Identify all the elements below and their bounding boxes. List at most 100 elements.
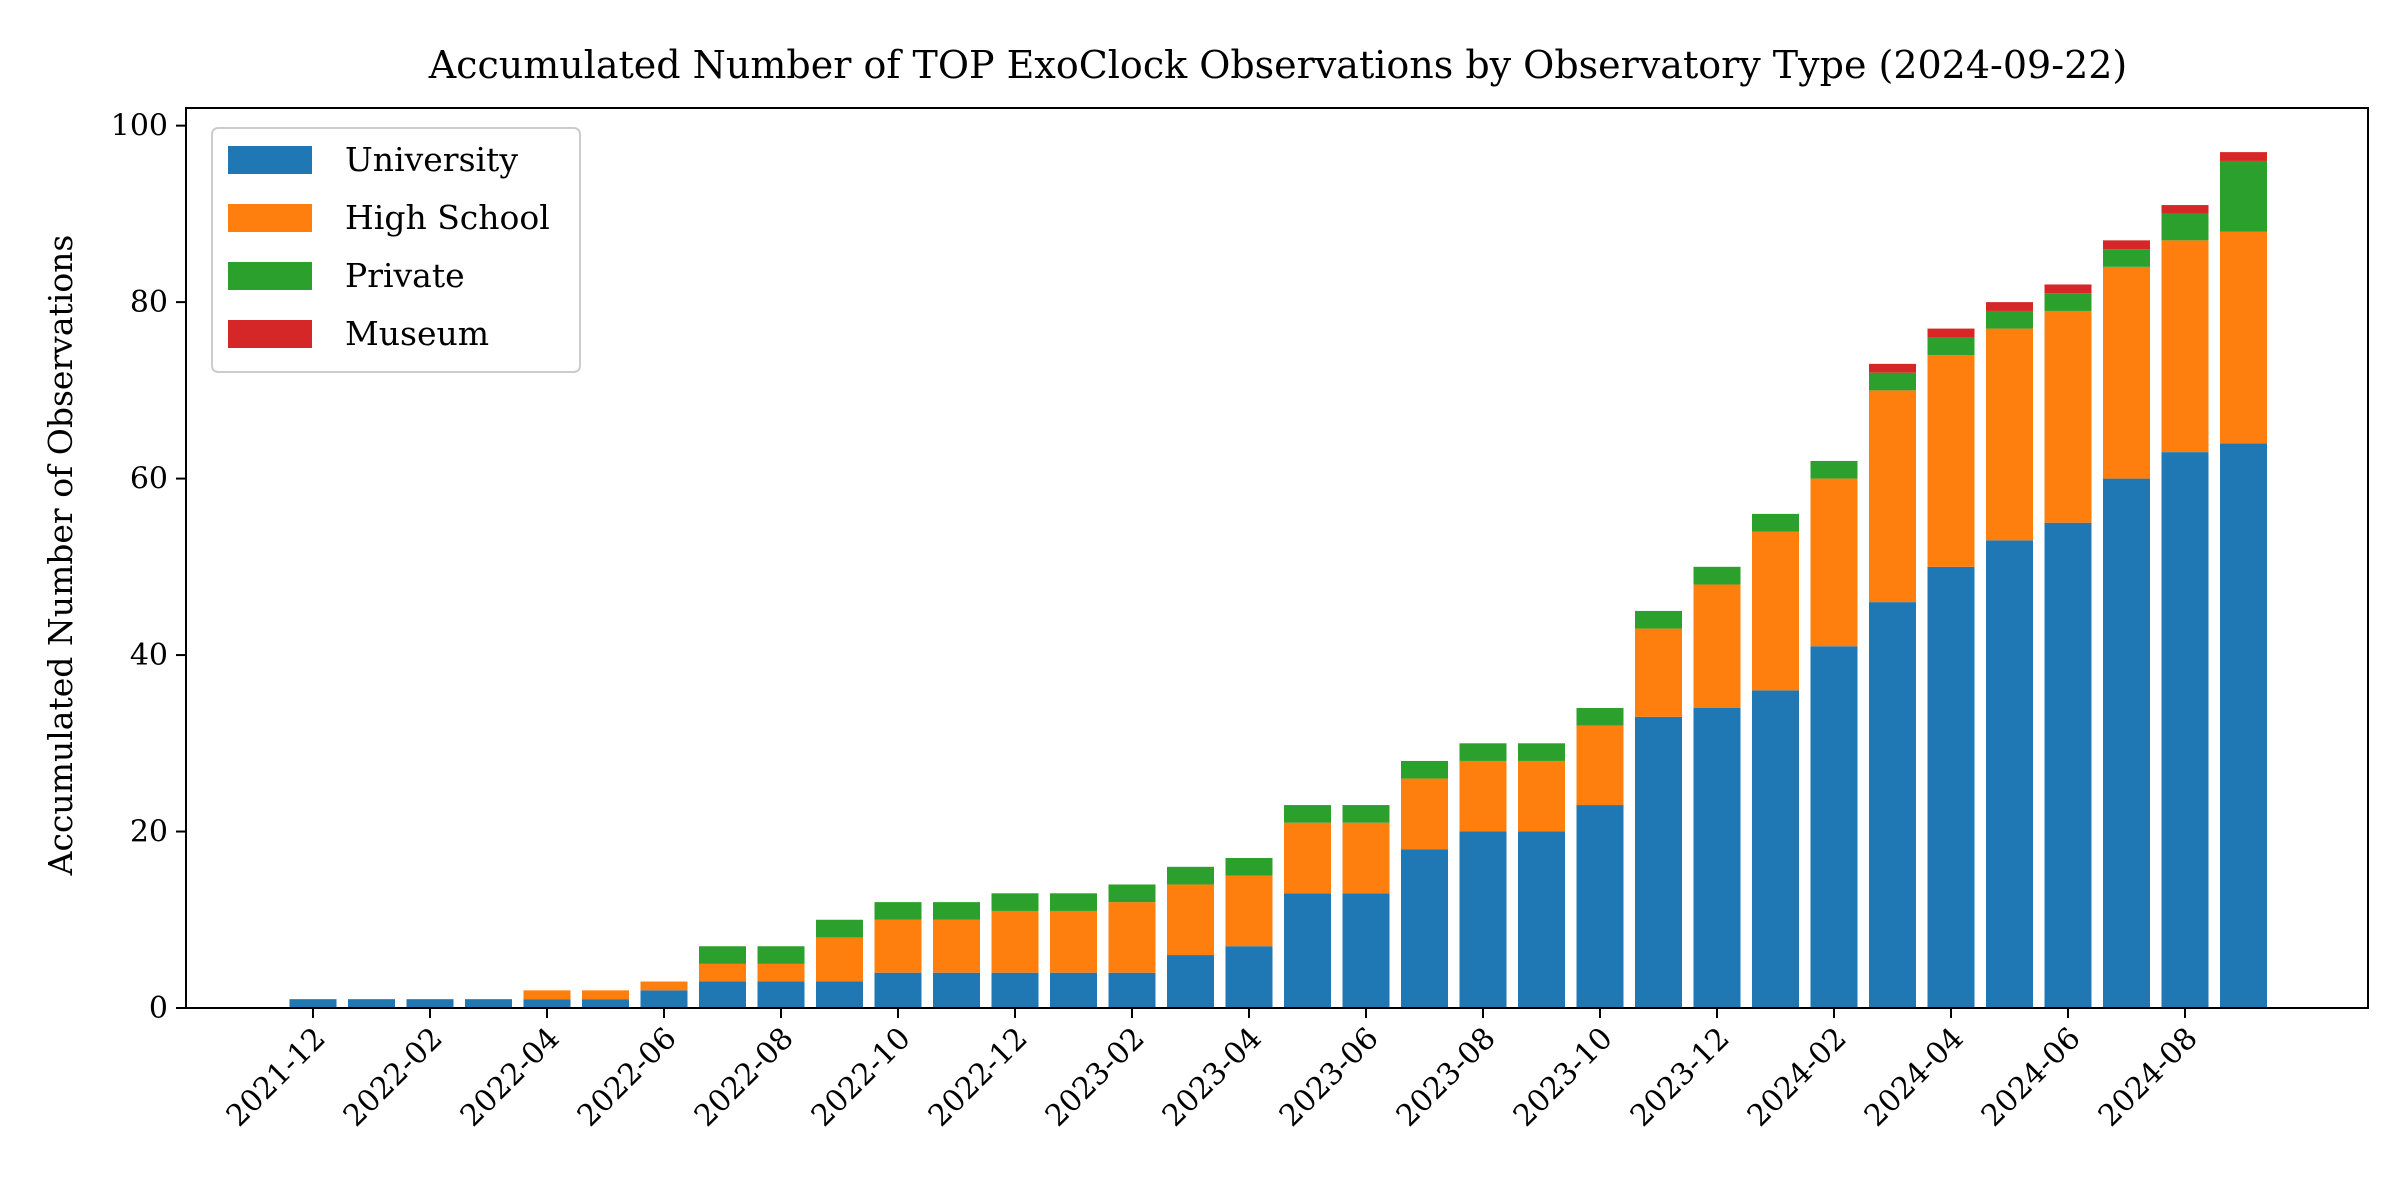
bar-private-2024-07 <box>2103 249 2150 267</box>
bar-private-2023-10 <box>1576 708 1624 726</box>
bar-private-2024-08 <box>2161 213 2209 241</box>
bar-private-2024-06 <box>2044 293 2092 311</box>
bar-high-school-2023-03 <box>1167 884 1214 956</box>
bar-university-2023-05 <box>1284 893 1331 1008</box>
bar-university-2022-11 <box>933 972 980 1008</box>
bar-university-2022-05 <box>582 999 629 1008</box>
bar-private-2023-11 <box>1635 610 1682 629</box>
bar-high-school-2022-04 <box>523 990 571 1000</box>
bar-high-school-2024-07 <box>2103 266 2150 479</box>
bar-high-school-2024-06 <box>2044 310 2092 523</box>
bar-high-school-2022-09 <box>816 937 863 982</box>
bar-university-2023-04 <box>1225 946 1273 1008</box>
legend-label-museum: Museum <box>345 314 489 353</box>
bar-high-school-2023-06 <box>1342 822 1390 894</box>
bar-private-2024-05 <box>1986 310 2033 329</box>
bar-university-2024-03 <box>1869 602 1916 1008</box>
bar-university-2024-01 <box>1752 690 1799 1008</box>
bar-private-2023-12 <box>1693 566 1741 585</box>
x-tick-label: 2023-02 <box>1039 1021 1152 1134</box>
bar-university-2024-04 <box>1927 566 1975 1008</box>
bar-private-2022-09 <box>816 919 863 938</box>
bar-university-2022-09 <box>816 981 863 1008</box>
bar-private-2022-08 <box>757 946 805 964</box>
bar-university-2023-01 <box>1050 972 1097 1008</box>
bar-university-2023-08 <box>1459 831 1507 1008</box>
bar-private-2022-11 <box>933 902 980 920</box>
bar-high-school-2023-08 <box>1459 760 1507 832</box>
legend-label-university: University <box>345 140 518 179</box>
bar-university-2024-05 <box>1986 540 2033 1008</box>
legend-label-private: Private <box>345 256 465 295</box>
bar-private-2022-12 <box>991 893 1039 911</box>
bar-university-2024-06 <box>2044 522 2092 1008</box>
bar-university-2023-07 <box>1401 849 1448 1008</box>
x-tick-label: 2023-04 <box>1156 1021 1269 1134</box>
y-tick-label: 20 <box>130 815 168 850</box>
bar-private-2023-08 <box>1459 743 1507 761</box>
bar-private-2024-01 <box>1752 513 1799 532</box>
x-tick-label: 2022-02 <box>337 1021 450 1134</box>
bar-high-school-2022-11 <box>933 919 980 973</box>
bar-private-2024-09 <box>2220 160 2267 232</box>
bar-university-2022-06 <box>640 990 688 1008</box>
bar-university-2023-02 <box>1108 972 1156 1008</box>
x-tick-label: 2024-02 <box>1741 1021 1854 1134</box>
bar-private-2023-02 <box>1108 884 1156 903</box>
y-tick-label: 100 <box>111 109 168 144</box>
bar-high-school-2023-10 <box>1576 725 1624 806</box>
bar-private-2023-01 <box>1050 893 1097 911</box>
bar-high-school-2022-08 <box>757 963 805 982</box>
bar-university-2023-10 <box>1576 805 1624 1008</box>
bar-high-school-2024-01 <box>1752 531 1799 691</box>
x-tick-label: 2021-12 <box>220 1021 333 1134</box>
bar-high-school-2024-03 <box>1869 390 1916 603</box>
y-axis-title: Accumulated Number of Observations <box>41 235 80 877</box>
x-tick-label: 2023-10 <box>1507 1021 1620 1134</box>
legend: University High School Private Museum <box>211 127 581 373</box>
bar-high-school-2024-05 <box>1986 328 2033 541</box>
bar-university-2023-03 <box>1167 955 1214 1008</box>
bar-private-2022-10 <box>874 902 922 920</box>
bar-university-2022-04 <box>523 999 571 1008</box>
x-tick-label: 2022-04 <box>454 1021 567 1134</box>
bar-high-school-2023-02 <box>1108 902 1156 973</box>
x-tick-label: 2023-06 <box>1273 1021 1386 1134</box>
y-tick-label: 80 <box>130 285 168 320</box>
x-tick-label: 2024-04 <box>1858 1021 1971 1134</box>
bar-university-2022-12 <box>991 972 1039 1008</box>
bar-private-2024-02 <box>1810 460 1858 479</box>
bar-high-school-2023-09 <box>1518 760 1565 832</box>
x-tick-label: 2022-06 <box>571 1021 684 1134</box>
bar-museum-2024-08 <box>2161 205 2209 214</box>
bar-university-2022-08 <box>757 981 805 1008</box>
bar-university-2023-09 <box>1518 831 1565 1008</box>
bar-museum-2024-03 <box>1869 363 1916 373</box>
legend-swatch-private <box>228 262 312 290</box>
bars-layer <box>289 152 2267 1009</box>
bar-high-school-2023-04 <box>1225 875 1273 947</box>
legend-box <box>211 127 581 373</box>
bar-university-2024-08 <box>2161 452 2209 1008</box>
bar-university-2023-06 <box>1342 893 1390 1008</box>
bar-high-school-2022-10 <box>874 919 922 973</box>
bar-university-2023-12 <box>1693 708 1741 1008</box>
bar-university-2022-01 <box>348 999 395 1008</box>
bar-high-school-2022-07 <box>699 963 746 982</box>
bar-private-2023-06 <box>1342 805 1390 823</box>
bar-high-school-2022-05 <box>582 990 629 1000</box>
bar-high-school-2023-12 <box>1693 584 1741 708</box>
bar-private-2023-05 <box>1284 805 1331 823</box>
bar-university-2022-07 <box>699 981 746 1008</box>
bar-university-2022-03 <box>465 999 512 1008</box>
bar-university-2021-12 <box>289 999 337 1008</box>
bar-university-2024-02 <box>1810 646 1858 1008</box>
bar-high-school-2024-02 <box>1810 478 1858 647</box>
plot-frame <box>185 107 2369 1009</box>
bar-museum-2024-09 <box>2220 152 2267 161</box>
bar-high-school-2024-08 <box>2161 240 2209 453</box>
bar-high-school-2022-12 <box>991 910 1039 973</box>
x-tick-label: 2022-08 <box>688 1021 801 1134</box>
bar-high-school-2023-01 <box>1050 910 1097 973</box>
y-tick-label: 60 <box>130 462 168 497</box>
